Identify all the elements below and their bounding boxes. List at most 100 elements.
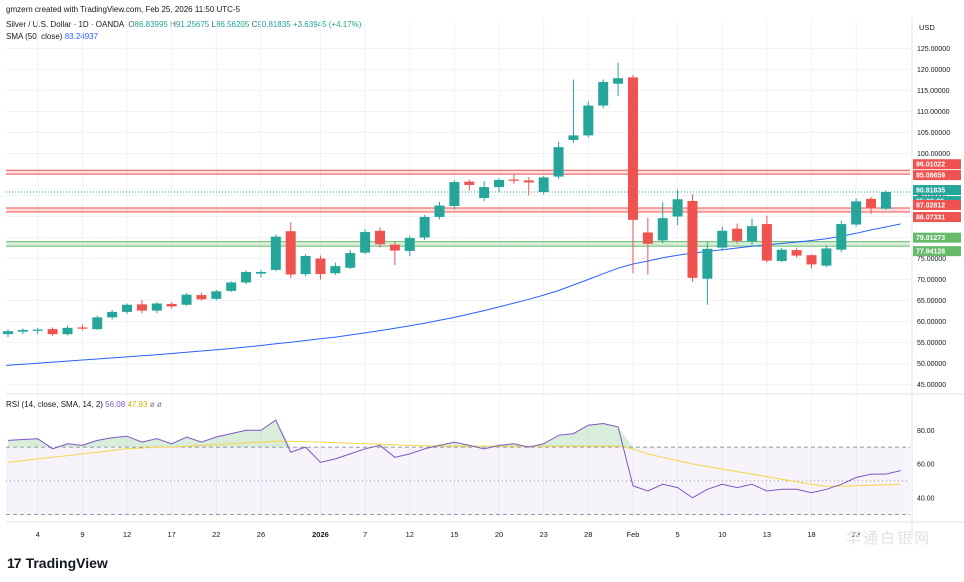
time-tick-label: 7	[363, 530, 367, 539]
rsi-overbought-fill	[275, 420, 291, 448]
tradingview-wordmark: TradingView	[25, 555, 108, 571]
price-tick-label: 50.00000	[917, 361, 946, 368]
chart-background	[6, 0, 964, 540]
currency-label: USD	[919, 23, 935, 32]
rsi-legend: RSI (14, close, SMA, 14, 2) 56.08 47.93 …	[6, 400, 162, 410]
candle-up	[255, 271, 266, 274]
resistance-price-label: 96.01022	[916, 162, 945, 169]
time-tick-label: 28	[584, 530, 592, 539]
candle-up	[583, 105, 594, 136]
last-price-tag	[913, 185, 961, 196]
grid	[6, 20, 910, 518]
time-tick-label: 9	[80, 530, 84, 539]
candle-up	[880, 192, 891, 209]
price-tick-label: 65.00000	[917, 298, 946, 305]
price-zones	[6, 169, 910, 247]
price-tick-label: 125.00000	[917, 46, 950, 53]
candle-up	[702, 248, 713, 279]
watermark: 华通白银网	[846, 530, 932, 547]
time-tick-label: 22	[212, 530, 220, 539]
ohlc-high: 91.25675	[175, 20, 210, 29]
resistance-zone	[6, 170, 910, 175]
candle-down	[47, 329, 58, 335]
candle-down	[806, 255, 817, 265]
candle-up	[62, 327, 73, 335]
support-price-tag	[913, 246, 961, 257]
time-tick-label: 23	[540, 530, 548, 539]
candle-up	[300, 256, 311, 275]
rsi-overbought-fill	[588, 423, 604, 448]
time-tick-label: 12	[406, 530, 414, 539]
rsi-overbought-fill	[22, 438, 38, 448]
rsi-tick-label: 80.00	[917, 428, 935, 435]
candle-up	[776, 249, 787, 262]
price-tick-label: 45.00000	[917, 382, 946, 389]
rsi-overbought-fill	[573, 425, 589, 448]
rsi-overbought-fill	[558, 433, 574, 448]
rsi-overbought-fill	[8, 439, 23, 448]
resistance-price-tag	[913, 199, 961, 210]
price-tick-label: 115.00000	[917, 88, 950, 95]
rsi-extra: ø ø	[149, 400, 162, 409]
rsi-label[interactable]: RSI (14, close, SMA, 14, 2)	[6, 400, 103, 409]
candle-down	[136, 304, 147, 311]
support-price-label: 77.94128	[916, 249, 945, 256]
time-tick-label: 26	[257, 530, 265, 539]
tradingview-logo[interactable]: 17 TradingView	[7, 555, 108, 571]
price-tick-label: 70.00000	[917, 277, 946, 284]
ohlc-change: +3.63945 (+4.17%)	[292, 20, 362, 29]
candle-down	[508, 179, 519, 181]
candle-up	[851, 201, 862, 225]
ohlc-open: 86.83995	[134, 20, 168, 29]
candle-up	[151, 303, 162, 311]
candle-down	[166, 303, 177, 307]
candle-down	[627, 77, 638, 220]
candle-up	[538, 177, 549, 193]
candle-up	[404, 237, 415, 251]
resistance-zone	[6, 207, 910, 212]
candles	[3, 62, 891, 338]
time-tick-label: 10	[718, 530, 726, 539]
candle-up	[449, 182, 460, 206]
time-axis: 4 9 12 17 22 26 2026 7 12 15 20 23 28 Feb 5 10 13 18 23	[36, 530, 861, 539]
time-tick-label: 23	[852, 530, 860, 539]
rsi-overbought-fill	[127, 436, 142, 448]
candle-up	[92, 317, 103, 330]
ohlc-low: 86.56205	[215, 20, 250, 29]
sma-label[interactable]: SMA (50, close)	[6, 32, 63, 41]
rsi-overbought-fill	[260, 420, 276, 448]
ohlc-close-label: C	[251, 20, 258, 29]
candle-up	[747, 226, 757, 242]
candle-down	[196, 295, 207, 300]
resistance-price-label: 86.07331	[916, 214, 945, 221]
time-tick-label: 15	[450, 530, 458, 539]
candle-up	[672, 199, 683, 217]
rsi-ma-value: 47.93	[127, 400, 148, 409]
candle-up	[181, 294, 192, 305]
rsi-overbought-fill	[246, 430, 261, 448]
symbol-name[interactable]: Silver / U.S. Dollar · 1D · OANDA	[6, 20, 124, 29]
ohlc-open-label: O	[128, 20, 135, 29]
candle-up	[330, 266, 341, 274]
rsi-overbought-fill	[52, 443, 68, 448]
candle-up	[494, 179, 505, 188]
candle-up	[211, 291, 222, 299]
rsi-ma-series	[7, 440, 901, 487]
sma-line	[6, 223, 901, 366]
candle-up	[613, 78, 624, 84]
rsi-value: 56.08	[105, 400, 126, 409]
rsi-series	[7, 419, 901, 499]
candle-up	[107, 311, 118, 318]
candle-up	[345, 253, 356, 268]
sma-value: 83.24937	[64, 32, 99, 41]
rsi-overbought-fill	[186, 437, 202, 448]
candle-up	[226, 282, 237, 291]
candle-up	[419, 216, 430, 238]
time-tick-label: 5	[676, 530, 680, 539]
support-price-tag	[913, 232, 961, 243]
rsi-pane: 40.00 60.00 80.00	[6, 419, 935, 516]
candle-up	[122, 304, 133, 312]
price-tick-label: 110.00000	[917, 109, 950, 116]
candle-down	[687, 200, 698, 278]
